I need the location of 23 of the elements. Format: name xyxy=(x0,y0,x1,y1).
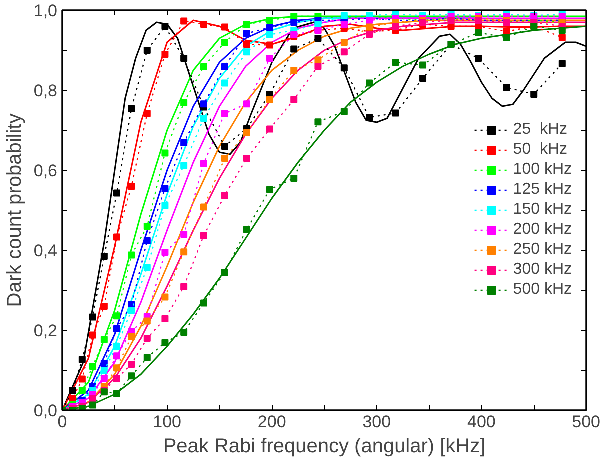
x-axis-title: Peak Rabi frequency (angular) [kHz] xyxy=(163,436,486,458)
y-tick-label: 0,4 xyxy=(34,242,58,260)
x-tick-label: 400 xyxy=(468,412,496,432)
x-tick-label: 300 xyxy=(362,412,392,432)
legend-label: 250 kHz xyxy=(513,240,572,260)
x-tick-label: 0 xyxy=(58,412,68,432)
x-tick-label: 100 xyxy=(153,412,182,432)
y-axis-title: Dark count probability xyxy=(4,114,26,308)
legend-label: 25 kHz xyxy=(513,120,568,140)
legend-label: 150 kHz xyxy=(513,200,572,220)
legend-label: 300 kHz xyxy=(513,260,572,280)
legend-label: 125 kHz xyxy=(513,180,572,200)
y-tick-label: 1,0 xyxy=(34,2,58,20)
y-tick-label: 0,8 xyxy=(34,82,58,100)
legend-label: 200 kHz xyxy=(513,220,572,240)
x-tick-label: 500 xyxy=(572,412,601,432)
x-tick-label: 200 xyxy=(258,412,286,432)
legend-label: 100 kHz xyxy=(513,160,572,180)
legend-label: 500 kHz xyxy=(513,280,572,300)
y-tick-label: 0,6 xyxy=(34,162,58,180)
y-tick-label: 0,2 xyxy=(34,322,58,340)
legend-label: 50 kHz xyxy=(513,140,568,160)
y-tick-label: 0,0 xyxy=(34,402,58,420)
